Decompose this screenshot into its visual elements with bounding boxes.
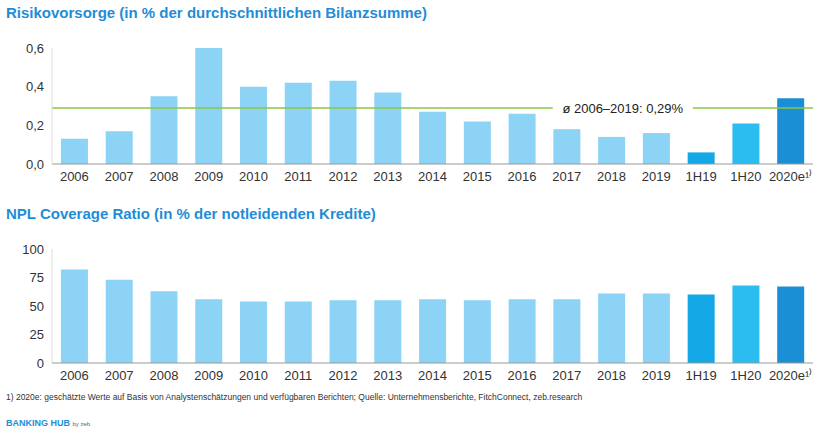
svg-text:2011: 2011 — [284, 169, 312, 184]
svg-text:100: 100 — [22, 242, 44, 257]
svg-text:2019: 2019 — [642, 169, 671, 184]
svg-text:2017: 2017 — [552, 169, 581, 184]
svg-text:0,0: 0,0 — [26, 157, 44, 172]
html-text:NPL Coverage Ratio (in % der n: NPL Coverage Ratio (in % der notleidende… — [6, 205, 376, 222]
svg-text:2006: 2006 — [60, 368, 89, 383]
svg-text:0,4: 0,4 — [26, 79, 44, 94]
svg-text:2019: 2019 — [642, 368, 671, 383]
svg-text:2006: 2006 — [60, 169, 89, 184]
svg-text:25: 25 — [30, 327, 44, 342]
svg-text:1H20: 1H20 — [730, 368, 761, 383]
svg-text:2012: 2012 — [329, 169, 358, 184]
svg-text:2009: 2009 — [194, 368, 223, 383]
html-text:Risikovorsorge (in % der durch: Risikovorsorge (in % der durchschnittlic… — [6, 4, 427, 21]
svg-text:2013: 2013 — [373, 368, 402, 383]
svg-text:1H19: 1H19 — [686, 368, 717, 383]
svg-text:2018: 2018 — [597, 368, 626, 383]
svg-text:1H20: 1H20 — [730, 169, 761, 184]
svg-text:2020e¹⁾: 2020e¹⁾ — [769, 169, 812, 184]
svg-text:2007: 2007 — [105, 368, 134, 383]
svg-text:2012: 2012 — [329, 368, 358, 383]
svg-text:0: 0 — [37, 356, 44, 371]
svg-text:2009: 2009 — [194, 169, 223, 184]
svg-text:2007: 2007 — [105, 169, 134, 184]
svg-text:2016: 2016 — [508, 368, 537, 383]
svg-text:0,2: 0,2 — [26, 118, 44, 133]
svg-text:0,6: 0,6 — [26, 41, 44, 56]
svg-text:2017: 2017 — [552, 368, 581, 383]
svg-text:2014: 2014 — [418, 368, 447, 383]
svg-text:ø 2006–2019: 0,29%: ø 2006–2019: 0,29% — [562, 101, 683, 116]
svg-text:1H19: 1H19 — [686, 169, 717, 184]
svg-text:2008: 2008 — [149, 368, 178, 383]
svg-text:2013: 2013 — [373, 169, 402, 184]
svg-text:2020e¹⁾: 2020e¹⁾ — [769, 368, 812, 383]
svg-text:2010: 2010 — [239, 169, 268, 184]
svg-text:2008: 2008 — [149, 169, 178, 184]
svg-text:2015: 2015 — [463, 169, 492, 184]
html-text:BANKING HUB by zeb: BANKING HUB by zeb — [6, 418, 91, 428]
svg-text:2015: 2015 — [463, 368, 492, 383]
svg-text:50: 50 — [30, 299, 44, 314]
svg-text:2016: 2016 — [508, 169, 537, 184]
svg-text:2010: 2010 — [239, 368, 268, 383]
svg-text:2011: 2011 — [284, 368, 312, 383]
html-text:1) 2020e: geschätzte Werte auf: 1) 2020e: geschätzte Werte auf Basis von… — [6, 392, 583, 402]
svg-text:75: 75 — [30, 270, 44, 285]
svg-text:2018: 2018 — [597, 169, 626, 184]
svg-text:2014: 2014 — [418, 169, 447, 184]
